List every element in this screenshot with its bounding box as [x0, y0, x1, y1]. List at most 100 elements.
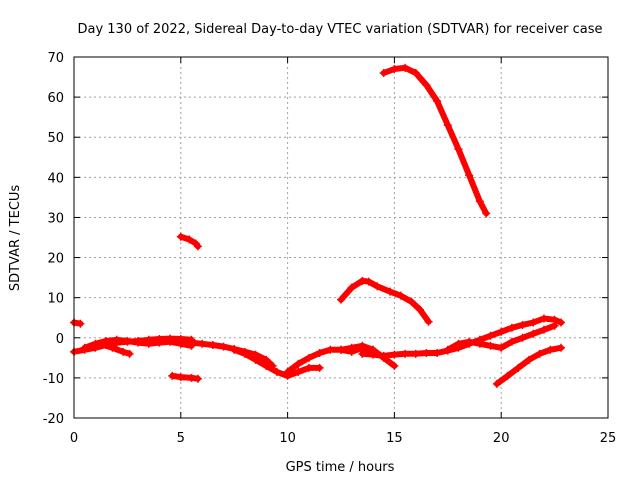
- series-arc-10: [337, 276, 433, 326]
- data-point: [416, 305, 425, 314]
- data-point: [166, 337, 175, 346]
- data-point: [492, 379, 501, 388]
- data-point: [272, 367, 281, 376]
- data-point: [475, 197, 484, 206]
- data-point: [337, 345, 345, 354]
- plot-frame: [73, 56, 609, 419]
- data-point: [539, 314, 548, 323]
- data-point: [294, 359, 303, 368]
- data-point: [465, 171, 474, 180]
- x-tick-label: 5: [177, 431, 185, 446]
- data-point: [347, 343, 356, 352]
- data-point: [507, 323, 516, 332]
- data-point: [373, 282, 382, 291]
- data-point: [379, 69, 388, 78]
- data-point: [193, 374, 202, 383]
- data-point: [315, 363, 324, 372]
- data-point: [185, 235, 194, 244]
- series-trace: [380, 64, 490, 217]
- data-point: [315, 349, 324, 358]
- data-point: [304, 363, 313, 372]
- data-point: [518, 333, 527, 342]
- series-trace: [493, 344, 564, 387]
- data-point: [119, 347, 128, 356]
- data-point: [557, 343, 566, 352]
- data-point: [396, 291, 405, 300]
- x-tick-label: 20: [493, 431, 510, 446]
- data-point: [176, 373, 185, 382]
- data-point: [518, 320, 527, 329]
- data-point: [108, 343, 117, 352]
- data-point: [411, 349, 420, 358]
- y-tick-label: 50: [47, 131, 64, 146]
- series-arc-11: [379, 63, 491, 218]
- data-point: [187, 338, 196, 347]
- data-point: [546, 345, 555, 354]
- data-point: [524, 355, 533, 364]
- data-point: [193, 242, 202, 251]
- data-point: [386, 287, 395, 296]
- series-arc-1: [70, 318, 85, 328]
- data-point: [358, 341, 367, 350]
- x-tick-label: 0: [70, 431, 78, 446]
- y-tick-label: 10: [47, 292, 64, 307]
- data-point: [364, 277, 373, 286]
- data-point: [514, 363, 523, 372]
- data-point: [198, 339, 207, 348]
- data-point: [379, 351, 388, 360]
- series-trace: [338, 277, 432, 325]
- y-axis-title: SDTVAR / TECUs: [8, 185, 23, 292]
- series-trace: [177, 338, 276, 369]
- series-arc-15: [492, 343, 566, 388]
- data-point: [176, 337, 185, 346]
- data-point: [422, 349, 431, 358]
- series-arc-13: [358, 314, 566, 360]
- data-point: [433, 349, 442, 358]
- data-point: [443, 345, 452, 354]
- data-point: [358, 349, 367, 358]
- data-point: [529, 329, 538, 338]
- data-point: [443, 121, 452, 130]
- data-point: [407, 297, 416, 306]
- y-tick-label: -20: [43, 412, 64, 427]
- data-point: [401, 349, 410, 358]
- data-point: [422, 81, 431, 90]
- data-point: [347, 283, 356, 292]
- data-point: [507, 337, 516, 346]
- y-tick-label: 0: [56, 332, 64, 347]
- data-point: [369, 350, 378, 359]
- data-point: [475, 339, 484, 348]
- data-point: [358, 276, 367, 285]
- data-point: [486, 331, 495, 340]
- data-point: [539, 325, 548, 334]
- data-point: [454, 339, 463, 348]
- x-tick-label: 25: [600, 431, 617, 446]
- data-point: [219, 342, 228, 351]
- data-point: [557, 318, 566, 327]
- data-point: [486, 341, 495, 350]
- x-ticks: 0 5 10 15 20 25: [70, 57, 616, 446]
- data-point: [326, 345, 335, 354]
- y-tick-label: 60: [47, 91, 64, 106]
- data-point: [176, 232, 185, 241]
- data-point: [390, 350, 399, 359]
- data-point: [401, 63, 410, 72]
- data-point: [433, 97, 442, 106]
- data-point: [529, 318, 538, 327]
- series-arc-9: [176, 232, 202, 251]
- data-point: [123, 336, 132, 345]
- x-tick-label: 10: [279, 431, 296, 446]
- data-point: [535, 349, 544, 358]
- y-tick-label: 40: [47, 171, 64, 186]
- data-point: [411, 69, 420, 78]
- series-arc-14: [443, 321, 559, 354]
- data-point: [390, 65, 399, 74]
- data-point: [465, 337, 474, 346]
- data-point: [168, 371, 177, 380]
- data-point: [187, 373, 196, 382]
- y-tick-label: 20: [47, 252, 64, 267]
- data-point: [125, 349, 134, 358]
- data-point: [497, 327, 506, 336]
- series-trace: [177, 233, 201, 250]
- y-tick-label: -10: [43, 372, 64, 387]
